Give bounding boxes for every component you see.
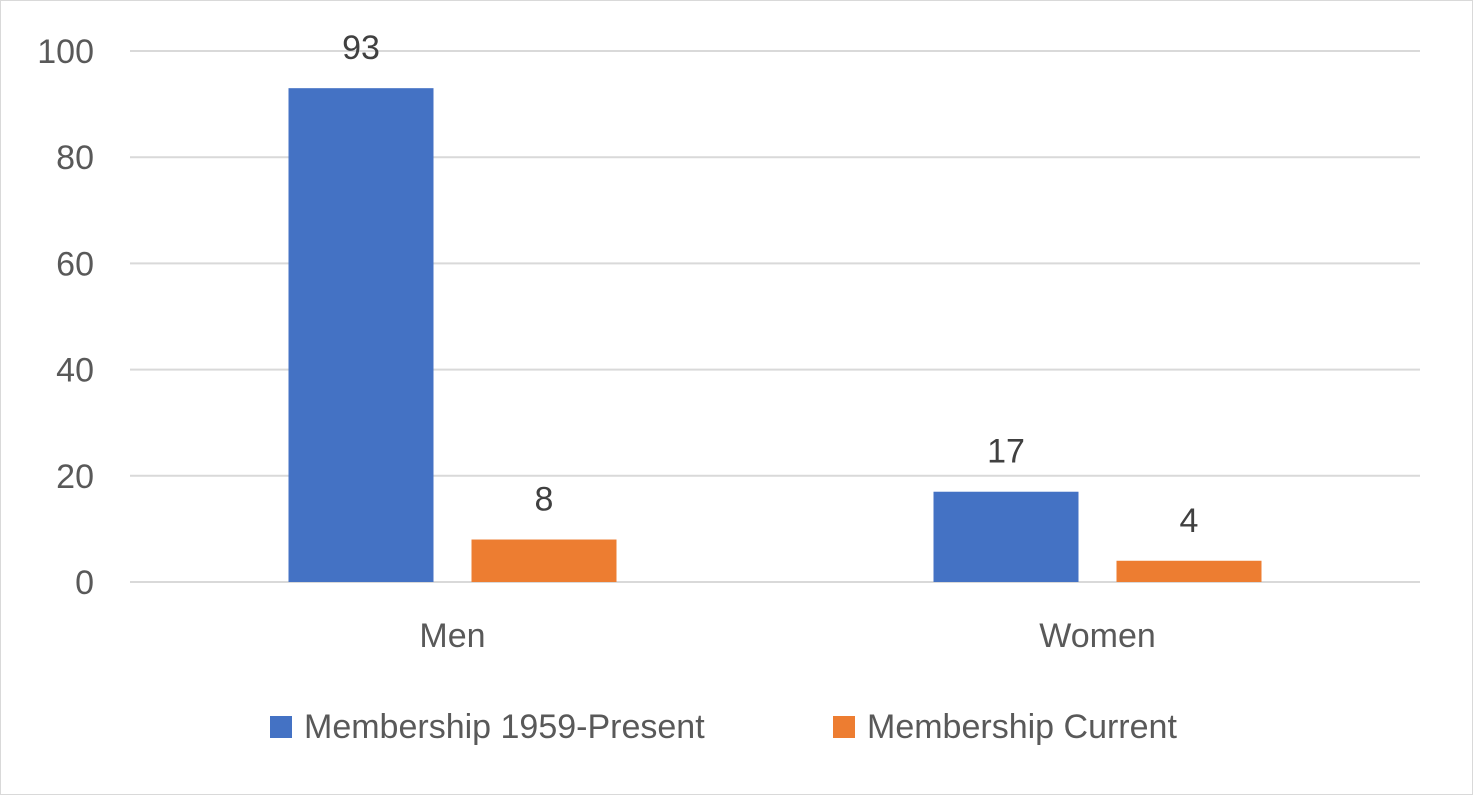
bar-men-series-2 [471, 539, 617, 582]
data-label: 4 [1180, 502, 1199, 540]
data-label: 93 [342, 29, 380, 67]
bar-women-series-2 [1116, 560, 1262, 582]
data-label: 17 [987, 433, 1025, 471]
y-tick-label: 20 [56, 458, 94, 496]
legend-swatch-1 [270, 716, 292, 738]
y-axis-ticks: 0 20 40 60 80 100 [37, 33, 94, 602]
y-tick-label: 80 [56, 139, 94, 177]
data-label: 8 [535, 481, 554, 519]
bars [288, 88, 1262, 583]
y-tick-label: 0 [75, 564, 94, 602]
bar-women-series-1 [933, 491, 1079, 582]
category-label-women: Women [1039, 617, 1156, 655]
y-tick-label: 100 [37, 33, 94, 71]
legend-swatch-2 [833, 716, 855, 738]
legend-label-1: Membership 1959-Present [304, 708, 705, 746]
y-tick-label: 40 [56, 352, 94, 390]
category-label-men: Men [419, 617, 485, 655]
category-labels: Men Women [419, 617, 1155, 655]
legend: Membership 1959-Present Membership Curren… [270, 708, 1177, 746]
bar-men-series-1 [288, 88, 434, 583]
y-tick-label: 60 [56, 245, 94, 283]
legend-label-2: Membership Current [867, 708, 1177, 746]
data-labels: 93 8 17 4 [342, 29, 1198, 540]
